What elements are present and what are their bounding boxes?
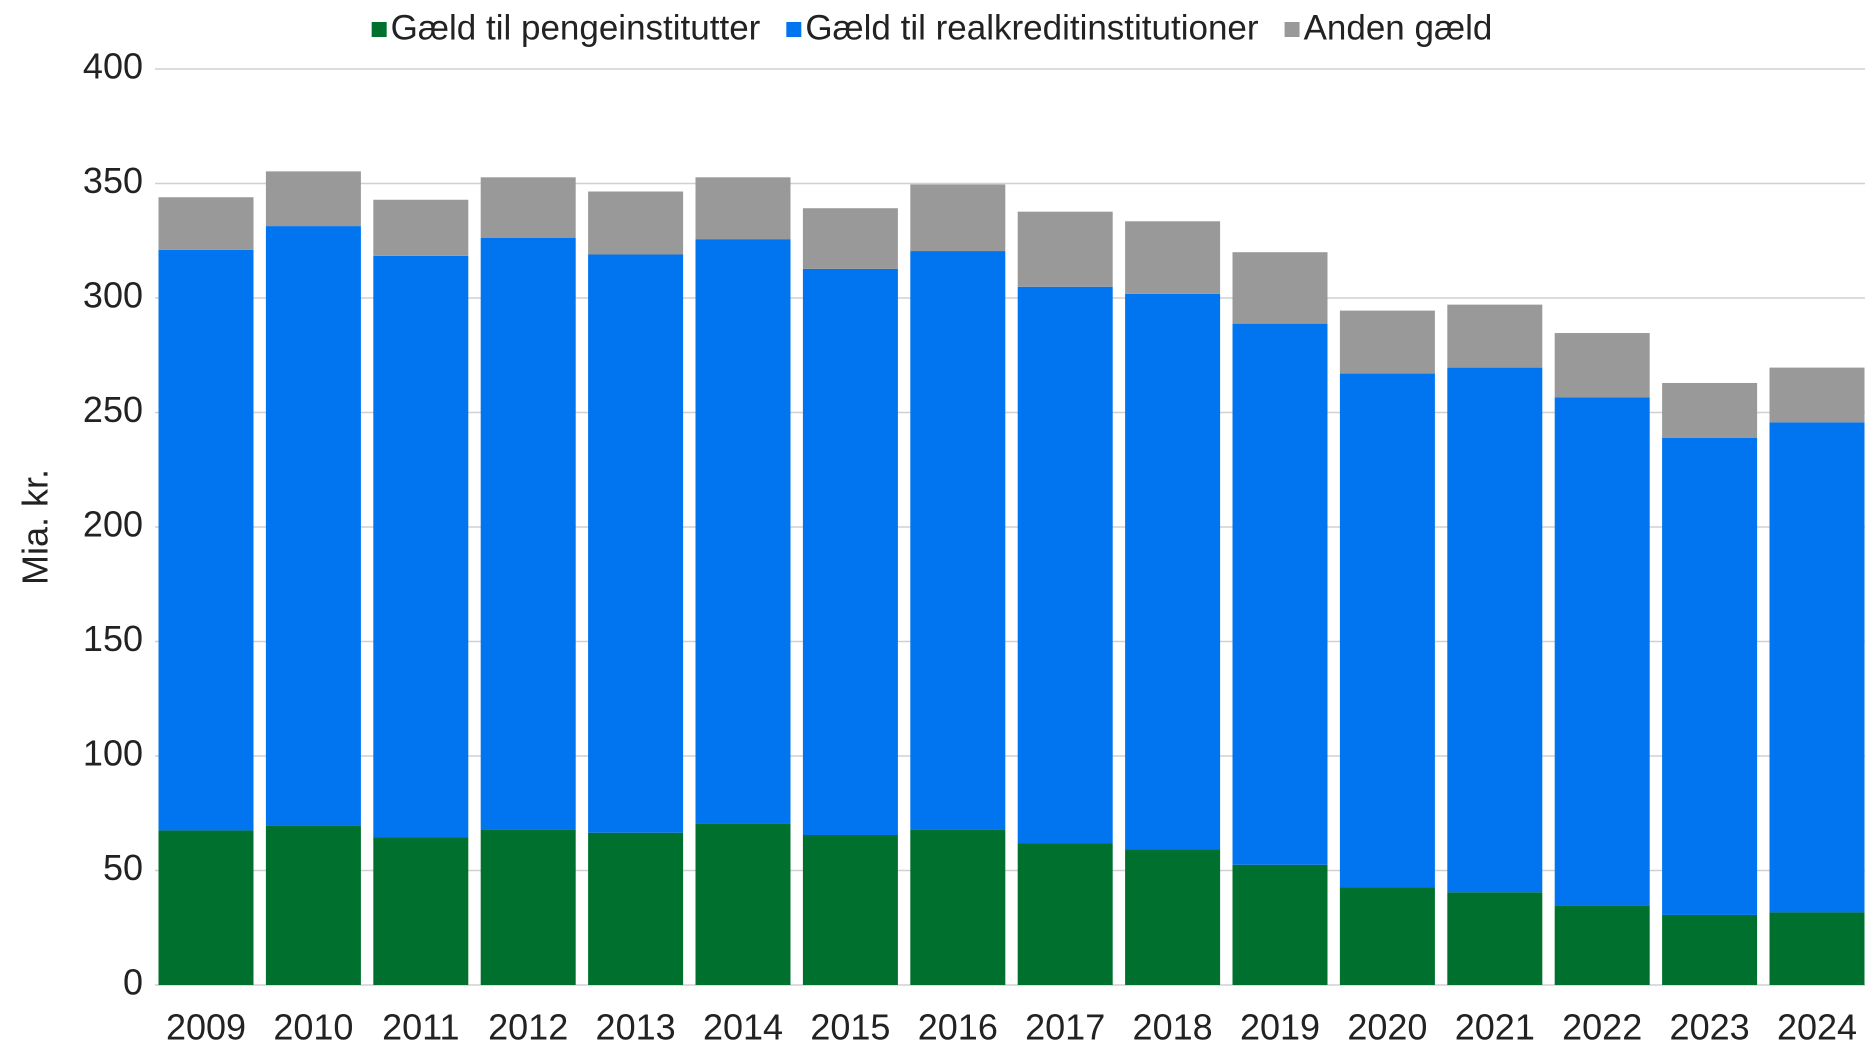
bar-segment [265, 825, 361, 985]
bar-segment [1232, 252, 1328, 324]
y-tick-label: 50 [103, 847, 143, 888]
x-tick-label: 2020 [1347, 1007, 1427, 1048]
bar-segment [1554, 905, 1650, 985]
legend-label: Anden gæld [1304, 8, 1493, 47]
bar-segment [802, 208, 898, 269]
y-tick-label: 0 [123, 962, 143, 1003]
bar-segment [1554, 333, 1650, 398]
x-tick-label: 2013 [596, 1007, 676, 1048]
bar-segment [265, 226, 361, 826]
legend-swatch [1284, 22, 1300, 37]
x-tick-label: 2010 [273, 1007, 353, 1048]
bar-segment [1017, 286, 1113, 844]
bar-segment [1232, 323, 1328, 865]
y-tick-label: 200 [83, 504, 143, 545]
bar-segment [1017, 211, 1113, 287]
bar-segment [1662, 437, 1758, 915]
bar-segment [1554, 397, 1650, 906]
x-tick-label: 2024 [1777, 1007, 1857, 1048]
bar-segment [588, 254, 684, 833]
y-tick-label: 250 [83, 389, 143, 430]
bar-segment [588, 191, 684, 255]
bar-segment [158, 197, 254, 250]
bar-segment [1447, 367, 1543, 893]
y-tick-label: 400 [83, 46, 143, 87]
bar-segment [158, 830, 254, 985]
bar-segment [910, 251, 1006, 830]
bar-segment [1339, 887, 1435, 985]
bar-segment [1339, 373, 1435, 888]
bar-segment [695, 177, 791, 240]
bar-segment [373, 837, 469, 985]
bar-segment [695, 239, 791, 824]
legend-label: Gæld til pengeinstitutter [391, 8, 761, 47]
bar-segment [1125, 293, 1221, 850]
legend-label: Gæld til realkreditinstitutioner [805, 8, 1259, 47]
bar-segment [1662, 914, 1758, 985]
bar-segment [910, 829, 1006, 985]
y-tick-label: 100 [83, 733, 143, 774]
bar-segment [373, 199, 469, 256]
x-tick-label: 2018 [1133, 1007, 1213, 1048]
bar-segment [1447, 304, 1543, 368]
bar-segment [1447, 892, 1543, 985]
bar-segment [480, 177, 576, 239]
x-tick-label: 2015 [810, 1007, 890, 1048]
bar-segment [373, 255, 469, 838]
bar-segment [588, 832, 684, 985]
y-axis-label: Mia. kr. [15, 469, 56, 585]
x-tick-label: 2023 [1670, 1007, 1750, 1048]
x-tick-label: 2009 [166, 1007, 246, 1048]
y-tick-label: 150 [83, 618, 143, 659]
bar-segment [802, 268, 898, 836]
bar-segment [695, 823, 791, 985]
bar-segment [1125, 849, 1221, 985]
bar-segment [158, 249, 254, 831]
bar-segment [910, 184, 1006, 252]
bar-segment [802, 835, 898, 985]
bar-segment [1017, 843, 1113, 985]
bar-segment [1769, 912, 1865, 985]
x-tick-label: 2012 [488, 1007, 568, 1048]
x-tick-label: 2017 [1025, 1007, 1105, 1048]
bar-segment [265, 171, 361, 227]
bar-segment [480, 238, 576, 830]
x-tick-label: 2014 [703, 1007, 783, 1048]
x-tick-label: 2019 [1240, 1007, 1320, 1048]
x-tick-label: 2022 [1562, 1007, 1642, 1048]
bar-segment [1125, 221, 1221, 294]
bar-segment [480, 829, 576, 985]
bar-segment [1769, 422, 1865, 913]
x-tick-label: 2016 [918, 1007, 998, 1048]
x-tick-label: 2021 [1455, 1007, 1535, 1048]
bar-segment [1769, 367, 1865, 423]
legend-swatch [786, 22, 802, 37]
y-tick-label: 350 [83, 160, 143, 201]
legend-swatch [371, 22, 387, 37]
bar-segment [1662, 382, 1758, 438]
bar-segment [1339, 310, 1435, 374]
x-tick-label: 2011 [382, 1007, 459, 1048]
bar-segment [1232, 864, 1328, 985]
y-tick-label: 300 [83, 275, 143, 316]
